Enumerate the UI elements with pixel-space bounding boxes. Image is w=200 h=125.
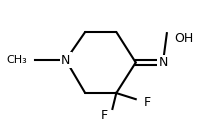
Text: OH: OH [175,32,194,44]
Text: F: F [144,96,151,109]
Text: F: F [101,108,108,122]
Text: CH₃: CH₃ [6,55,27,65]
Text: N: N [158,56,168,69]
Text: N: N [61,54,70,66]
